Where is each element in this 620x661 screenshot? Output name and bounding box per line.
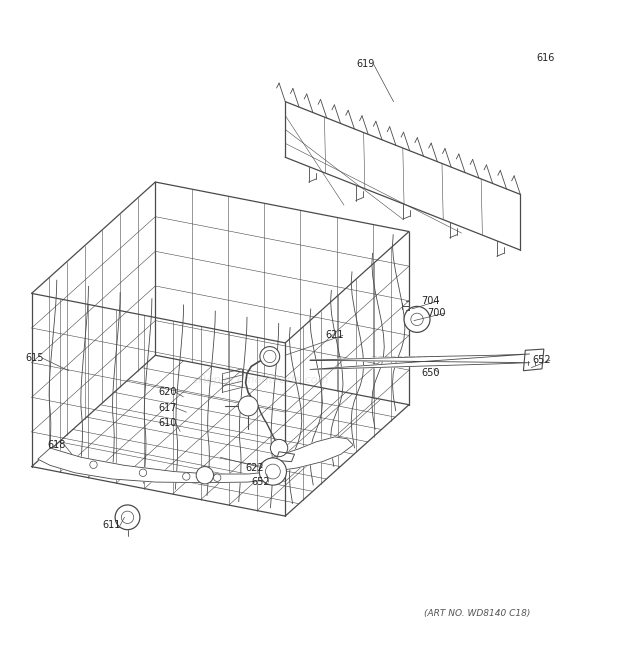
- Circle shape: [404, 307, 430, 332]
- Text: 652: 652: [533, 355, 551, 365]
- Text: 620: 620: [159, 387, 177, 397]
- Circle shape: [259, 458, 286, 485]
- Circle shape: [265, 464, 280, 479]
- Text: 650: 650: [422, 368, 440, 377]
- Text: 616: 616: [536, 54, 555, 63]
- Text: 619: 619: [356, 59, 374, 69]
- Polygon shape: [38, 448, 273, 483]
- Text: 615: 615: [25, 354, 44, 364]
- Circle shape: [260, 346, 280, 366]
- Text: 652: 652: [251, 477, 270, 487]
- Circle shape: [196, 467, 213, 484]
- Polygon shape: [310, 354, 529, 369]
- Text: 610: 610: [159, 418, 177, 428]
- Text: 621: 621: [326, 330, 344, 340]
- Text: 700: 700: [428, 308, 446, 318]
- Text: — — — — — — — — — — —: — — — — — — — — — — —: [371, 354, 440, 359]
- Polygon shape: [260, 437, 353, 471]
- Text: 618: 618: [47, 440, 66, 450]
- Circle shape: [411, 313, 423, 326]
- Circle shape: [270, 440, 288, 457]
- Text: 611: 611: [103, 520, 121, 530]
- Circle shape: [122, 511, 134, 524]
- Circle shape: [115, 505, 140, 529]
- Text: 704: 704: [422, 296, 440, 306]
- Circle shape: [213, 474, 221, 481]
- Text: 622: 622: [245, 463, 264, 473]
- Text: 617: 617: [159, 403, 177, 413]
- Text: (ART NO. WD8140 C18): (ART NO. WD8140 C18): [425, 609, 531, 618]
- Circle shape: [90, 461, 97, 469]
- Circle shape: [140, 469, 147, 477]
- Circle shape: [238, 396, 258, 416]
- Circle shape: [264, 350, 276, 363]
- Text: eReplacementParts.com: eReplacementParts.com: [192, 375, 329, 385]
- Circle shape: [182, 473, 190, 480]
